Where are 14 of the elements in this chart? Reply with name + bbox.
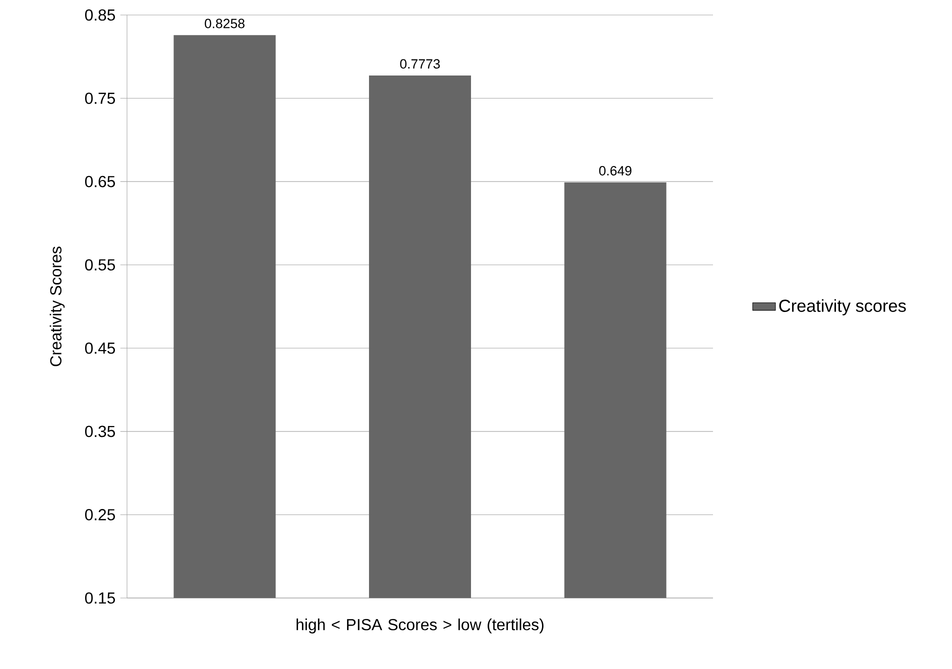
y-axis-title: Creativity Scores — [50, 246, 65, 366]
y-tick-label: 0.25 — [85, 509, 115, 520]
y-tick-label: 0.75 — [85, 92, 115, 104]
y-tick-label: 0.35 — [85, 426, 115, 438]
legend-label: Creativity scores — [779, 299, 906, 316]
data-label: 0.7773 — [400, 59, 440, 69]
y-tick-label: 0.85 — [85, 9, 115, 21]
y-tick-label: 0.15 — [85, 592, 115, 604]
data-label: 0.8258 — [204, 18, 244, 28]
data-label: 0.649 — [599, 166, 632, 176]
x-axis-title: high < PISA Scores > low (tertiles) — [296, 618, 544, 634]
y-tick-label: 0.65 — [85, 176, 115, 188]
y-tick-label: 0.55 — [85, 259, 115, 271]
y-tick-label: 0.45 — [85, 342, 115, 354]
